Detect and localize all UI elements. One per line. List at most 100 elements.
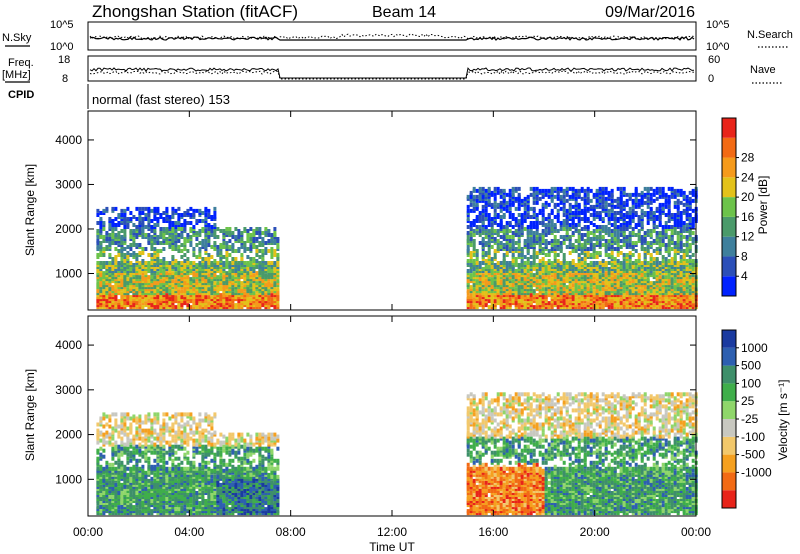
heatmap-cell: [99, 241, 103, 245]
heatmap-cell: [592, 271, 596, 276]
heatmap-cell: [661, 243, 665, 247]
heatmap-cell: [204, 271, 208, 276]
heatmap-cell: [249, 257, 253, 261]
heatmap-cell: [664, 213, 668, 217]
heatmap-cell: [195, 237, 199, 241]
heatmap-cell: [201, 219, 205, 223]
heatmap-cell: [601, 259, 605, 263]
heatmap-cell: [688, 196, 692, 201]
heatmap-cell: [228, 245, 232, 249]
heatmap-cell: [240, 253, 244, 257]
heatmap-cell: [568, 211, 572, 215]
heatmap-cell: [243, 227, 247, 231]
heatmap-cell: [496, 275, 500, 280]
heatmap-cell: [607, 208, 611, 213]
heatmap-cell: [147, 211, 151, 215]
heatmap-cell: [643, 200, 647, 205]
heatmap-cell: [574, 200, 578, 205]
heatmap-cell: [490, 217, 494, 221]
heatmap-cell: [138, 251, 142, 255]
heatmap-cell: [96, 271, 100, 276]
heatmap-cell: [523, 255, 527, 259]
heatmap-cell: [532, 186, 536, 191]
heatmap-cell: [586, 192, 590, 197]
heatmap-cell: [204, 295, 208, 300]
heatmap-cell: [535, 251, 539, 255]
heatmap-cell: [523, 239, 527, 243]
heatmap-cell: [478, 229, 482, 233]
heatmap-cell: [673, 253, 677, 257]
heatmap-cell: [637, 229, 641, 233]
heatmap-cell: [589, 253, 593, 257]
heatmap-cell: [508, 239, 512, 243]
heatmap-cell: [667, 211, 671, 215]
heatmap-cell: [616, 231, 620, 235]
heatmap-cell: [538, 275, 542, 280]
heatmap-cell: [96, 253, 100, 257]
heatmap-cell: [198, 219, 202, 223]
heatmap-cell: [129, 247, 133, 251]
heatmap-cell: [114, 301, 118, 306]
heatmap-cell: [126, 251, 130, 255]
heatmap-cell: [529, 229, 533, 233]
heatmap-cell: [643, 192, 647, 197]
heatmap-cell: [529, 186, 533, 191]
heatmap-cell: [216, 305, 220, 310]
heatmap-cell: [616, 275, 620, 280]
heatmap-cell: [189, 277, 193, 282]
heatmap-cell: [547, 229, 551, 233]
heatmap-cell: [655, 215, 659, 219]
heatmap-cell: [631, 271, 635, 276]
heatmap-cell: [255, 227, 259, 231]
heatmap-cell: [661, 305, 665, 310]
heatmap-cell: [162, 257, 166, 261]
heatmap-cell: [679, 219, 683, 223]
heatmap-cell: [661, 202, 665, 207]
heatmap-cell: [571, 243, 575, 247]
heatmap-cell: [231, 303, 235, 308]
heatmap-cell: [261, 253, 265, 257]
heatmap-cell: [228, 227, 232, 231]
heatmap-cell: [676, 204, 680, 209]
heatmap-cell: [207, 273, 211, 278]
heatmap-cell: [664, 225, 668, 229]
heatmap-cell: [565, 198, 569, 203]
heatmap-cell: [174, 229, 178, 233]
heatmap-cell: [553, 271, 557, 276]
heatmap-cell: [622, 190, 626, 195]
heatmap-cell: [526, 261, 530, 265]
heatmap-cell: [679, 229, 683, 233]
heatmap-cell: [487, 247, 491, 251]
heatmap-cell: [664, 289, 668, 294]
heatmap-cell: [117, 253, 121, 257]
heatmap-cell: [562, 194, 566, 199]
heatmap-cell: [469, 273, 473, 278]
heatmap-cell: [568, 235, 572, 239]
heatmap-cell: [610, 217, 614, 221]
heatmap-cell: [141, 206, 145, 211]
heatmap-cell: [156, 249, 160, 253]
heatmap-cell: [487, 271, 491, 276]
heatmap-cell: [511, 299, 515, 304]
heatmap-cell: [658, 202, 662, 207]
heatmap-cell: [628, 239, 632, 243]
heatmap-cell: [631, 231, 635, 235]
heatmap-cell: [186, 233, 190, 237]
heatmap-cell: [508, 221, 512, 225]
heatmap-cell: [655, 257, 659, 261]
heatmap-cell: [273, 227, 277, 231]
heatmap-cell: [583, 233, 587, 237]
heatmap-cell: [691, 198, 695, 203]
heatmap-cell: [198, 241, 202, 245]
heatmap-cell: [670, 231, 674, 235]
heatmap-cell: [631, 204, 635, 209]
heatmap-cell: [111, 219, 115, 223]
heatmap-cell: [502, 225, 506, 229]
heatmap-cell: [622, 295, 626, 300]
heatmap-cell: [487, 217, 491, 221]
heatmap-cell: [493, 192, 497, 197]
heatmap-cell: [571, 225, 575, 229]
heatmap-cell: [580, 271, 584, 276]
heatmap-cell: [105, 287, 109, 292]
heatmap-cell: [246, 247, 250, 251]
